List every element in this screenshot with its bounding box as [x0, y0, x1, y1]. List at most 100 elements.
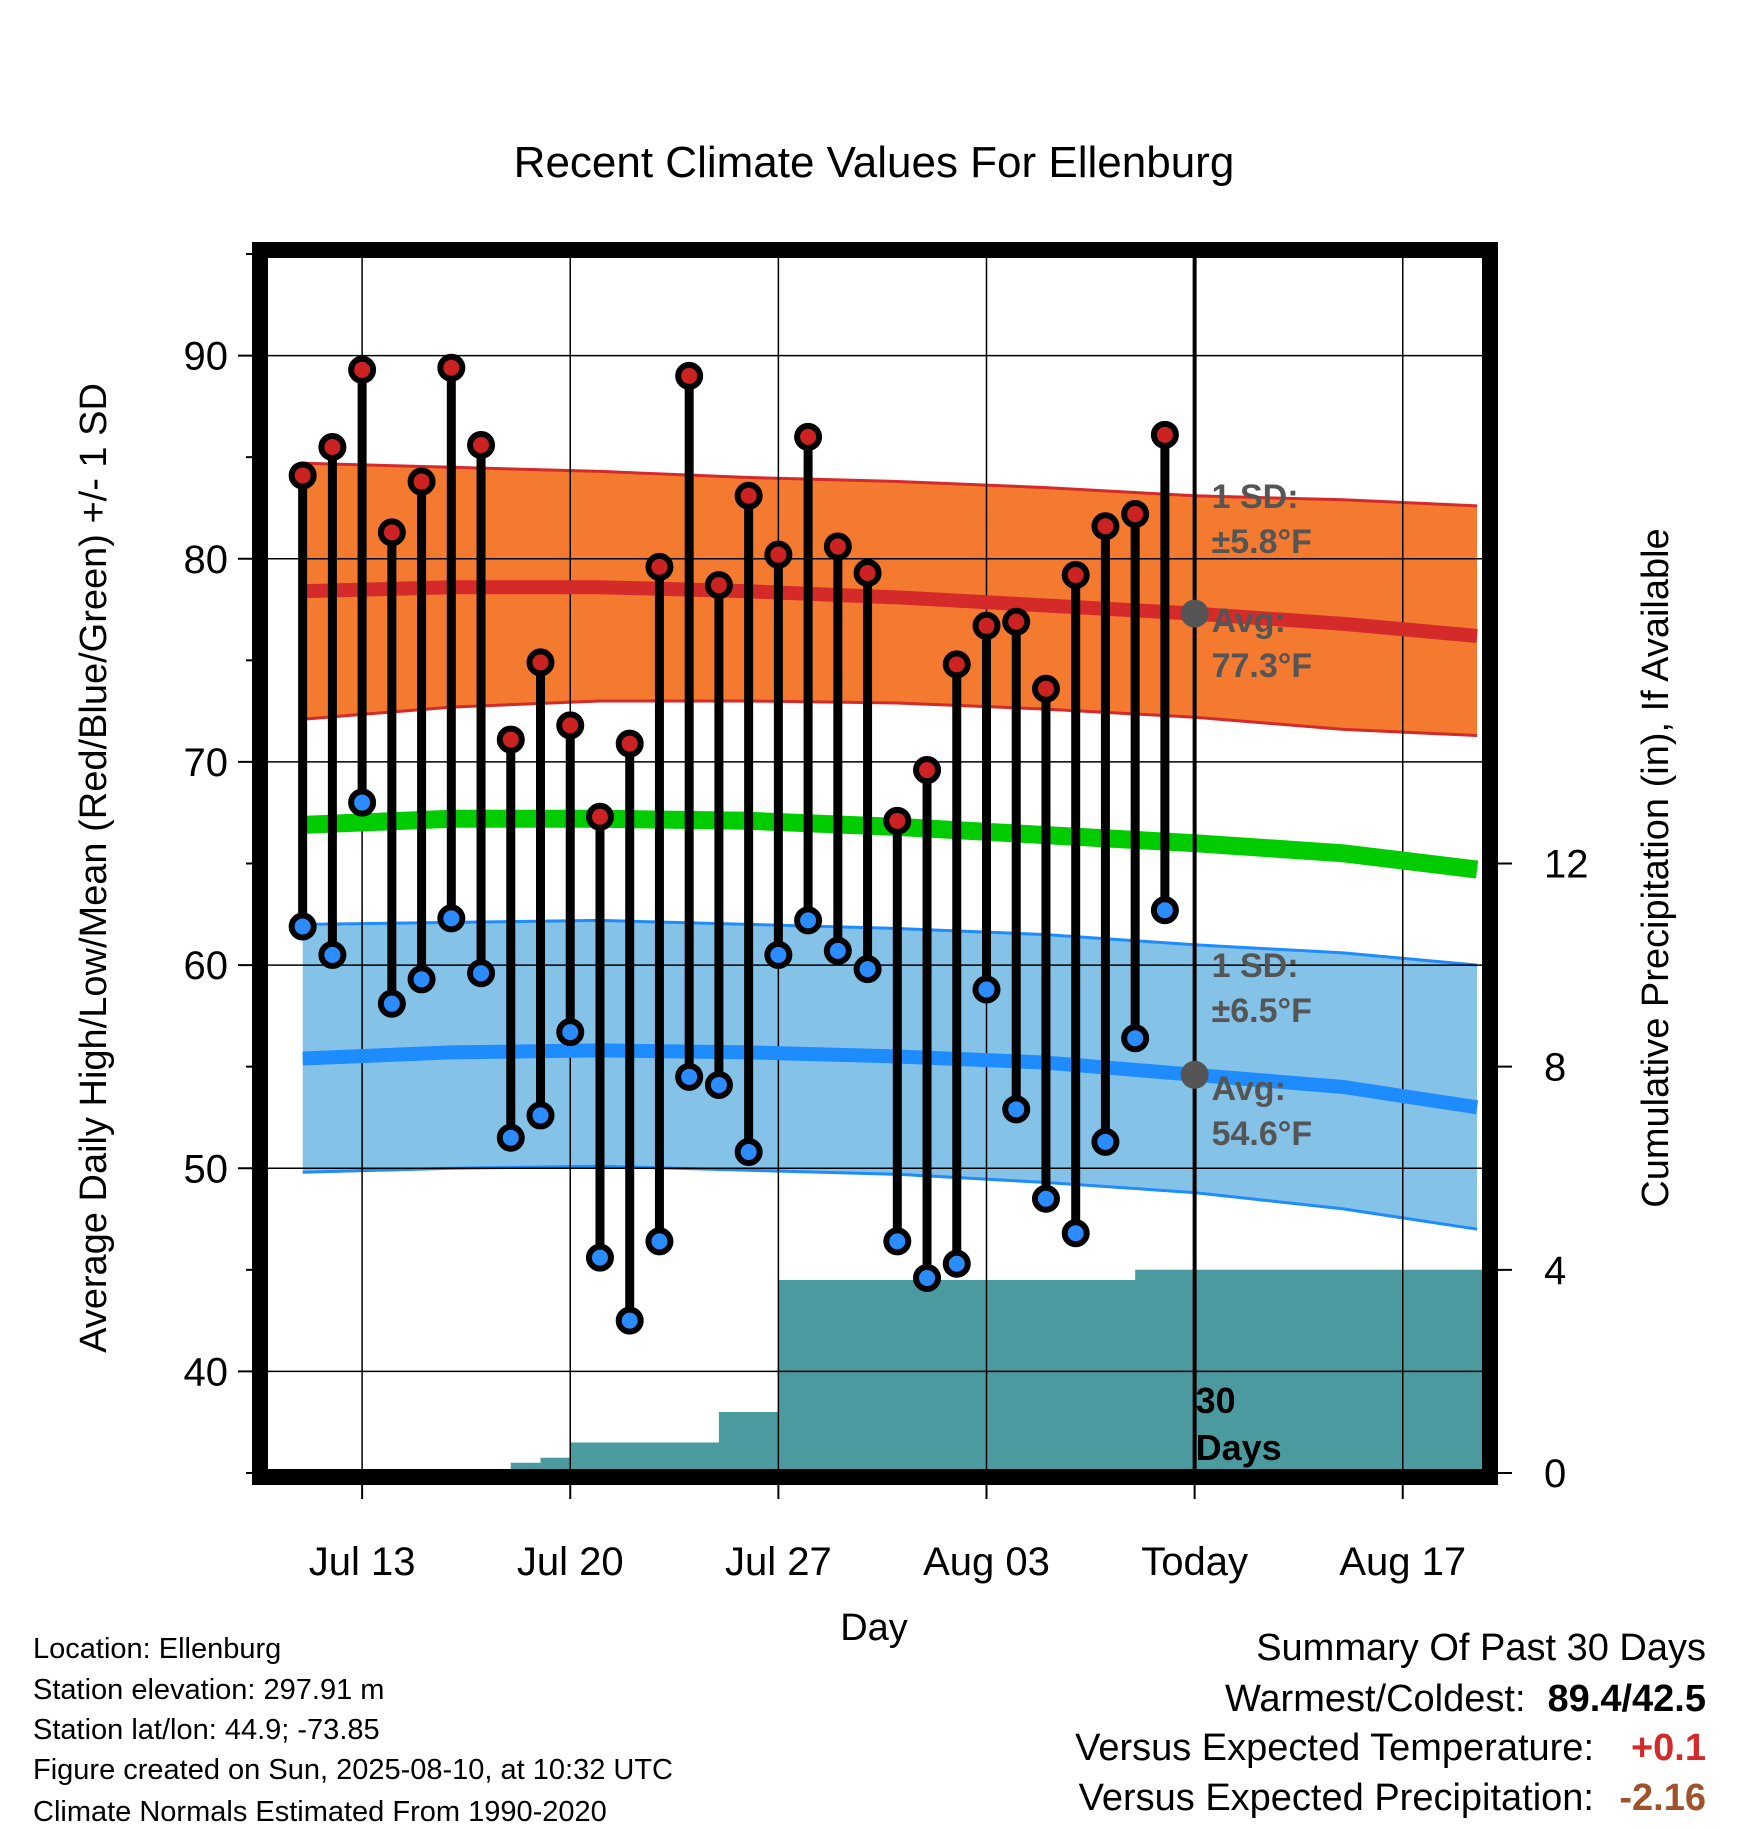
daily-low-point: [318, 940, 347, 969]
warm-cold-label: Warmest/Coldest:: [1224, 1678, 1526, 1720]
daily-low-point: [734, 1137, 763, 1166]
daily-high-point: [972, 611, 1001, 640]
high-avg-label: Avg:: [1212, 602, 1286, 640]
info-latlon: Station lat/lon: 44.9; -73.85: [33, 1714, 380, 1746]
x-tick-label: Jul 27: [725, 1540, 832, 1584]
daily-high-point: [526, 648, 555, 677]
x-tick-label: Today: [1141, 1540, 1248, 1584]
daily-high-point: [1091, 512, 1120, 541]
x-tick-label: Jul 13: [309, 1540, 416, 1584]
precip-value: -2.16: [1619, 1777, 1706, 1819]
x-tick-label: Aug 17: [1339, 1540, 1466, 1584]
summary-temp: Versus Expected Temperature: +0.1: [1075, 1729, 1706, 1767]
info-location: Location: Ellenburg: [33, 1633, 282, 1665]
today-low-avg-marker: [1180, 1060, 1209, 1089]
daily-low-point: [704, 1070, 733, 1099]
high-sd-label: 1 SD:: [1212, 478, 1299, 516]
precip-period-label-days: Days: [1196, 1427, 1282, 1468]
high-sd-value: ±5.8°F: [1212, 523, 1312, 561]
y2-tick-label: 8: [1544, 1046, 1566, 1090]
daily-high-point: [1150, 420, 1179, 449]
temp-label: Versus Expected Temperature:: [1075, 1727, 1594, 1769]
daily-low-point: [853, 955, 882, 984]
y2-axis-label: Cumulative Precipitation (in), If Availa…: [1635, 528, 1677, 1207]
daily-low-point: [288, 912, 317, 941]
daily-low-point: [496, 1123, 525, 1152]
daily-high-point: [318, 433, 347, 462]
daily-low-point: [823, 936, 852, 965]
temp-value: +0.1: [1630, 1727, 1706, 1769]
y-tick-label: 60: [184, 944, 229, 988]
precip-label: Versus Expected Precipitation:: [1078, 1777, 1594, 1819]
x-axis-label: Day: [840, 1607, 908, 1649]
precip-period-label: 30: [1196, 1380, 1236, 1421]
daily-low-point: [1002, 1095, 1031, 1124]
daily-high-point: [823, 532, 852, 561]
daily-low-point: [675, 1062, 704, 1091]
daily-high-point: [407, 467, 436, 496]
daily-high-point: [1031, 674, 1060, 703]
high-sd-lower-line: [302, 699, 1478, 737]
y-tick-label: 80: [184, 538, 229, 582]
daily-high-point: [1002, 607, 1031, 636]
daily-low-point: [972, 975, 1001, 1004]
daily-high-point: [496, 725, 525, 754]
daily-low-point: [377, 989, 406, 1018]
daily-high-point: [1121, 500, 1150, 529]
low-avg-label: Avg:: [1212, 1070, 1286, 1108]
high-sd-upper-line: [302, 461, 1478, 508]
x-tick-label: Aug 03: [923, 1540, 1050, 1584]
low-sd-value: ±6.5°F: [1212, 992, 1312, 1030]
daily-high-point: [942, 650, 971, 679]
daily-low-point: [1091, 1127, 1120, 1156]
y-tick-label: 40: [184, 1350, 229, 1394]
daily-low-point: [526, 1101, 555, 1130]
daily-high-point: [437, 353, 466, 382]
daily-high-point: [288, 461, 317, 490]
low-sd-label: 1 SD:: [1212, 947, 1299, 985]
daily-high-point: [913, 756, 942, 785]
daily-high-point: [853, 558, 882, 587]
y2-tick-label: 0: [1544, 1452, 1566, 1496]
daily-low-point: [883, 1227, 912, 1256]
y2-tick-label: 4: [1544, 1249, 1566, 1293]
daily-high-point: [348, 355, 377, 384]
y-tick-label: 70: [184, 741, 229, 785]
daily-low-point: [1061, 1219, 1090, 1248]
daily-low-point: [645, 1227, 674, 1256]
info-created: Figure created on Sun, 2025-08-10, at 10…: [33, 1754, 673, 1786]
y-axis-label: Average Daily High/Low/Mean (Red/Blue/Gr…: [73, 383, 115, 1353]
y2-tick-label: 12: [1544, 843, 1589, 887]
daily-low-point: [942, 1249, 971, 1278]
daily-high-point: [467, 430, 496, 459]
low-avg-value: 54.6°F: [1212, 1115, 1313, 1153]
plot-interior: [264, 254, 1486, 1473]
daily-high-point: [615, 729, 644, 758]
y-tick-label: 50: [184, 1147, 229, 1191]
info-elevation: Station elevation: 297.91 m: [33, 1674, 385, 1706]
daily-high-point: [585, 802, 614, 831]
summary-warm-cold: Warmest/Coldest: 89.4/42.5: [1225, 1680, 1706, 1718]
daily-high-point: [556, 711, 585, 740]
daily-low-point: [467, 959, 496, 988]
daily-high-point: [794, 422, 823, 451]
today-high-avg-marker: [1180, 599, 1209, 628]
summary-precip: Versus Expected Precipitation: -2.16: [1079, 1779, 1706, 1817]
plot-frame: [252, 242, 1498, 1485]
daily-low-point: [348, 788, 377, 817]
daily-high-point: [675, 361, 704, 390]
high-avg-line: [302, 580, 1478, 643]
daily-low-point: [1150, 896, 1179, 925]
daily-low-point: [407, 965, 436, 994]
y-tick-label: 90: [184, 335, 229, 379]
summary-heading: Summary Of Past 30 Days: [1256, 1627, 1706, 1669]
chart-title: Recent Climate Values For Ellenburg: [514, 138, 1235, 187]
daily-low-point: [1121, 1024, 1150, 1053]
daily-high-point: [377, 518, 406, 547]
daily-high-point: [704, 571, 733, 600]
daily-high-point: [645, 552, 674, 581]
warm-cold-value: 89.4/42.5: [1547, 1678, 1706, 1720]
daily-low-point: [437, 904, 466, 933]
info-normals: Climate Normals Estimated From 1990-2020: [33, 1796, 607, 1828]
